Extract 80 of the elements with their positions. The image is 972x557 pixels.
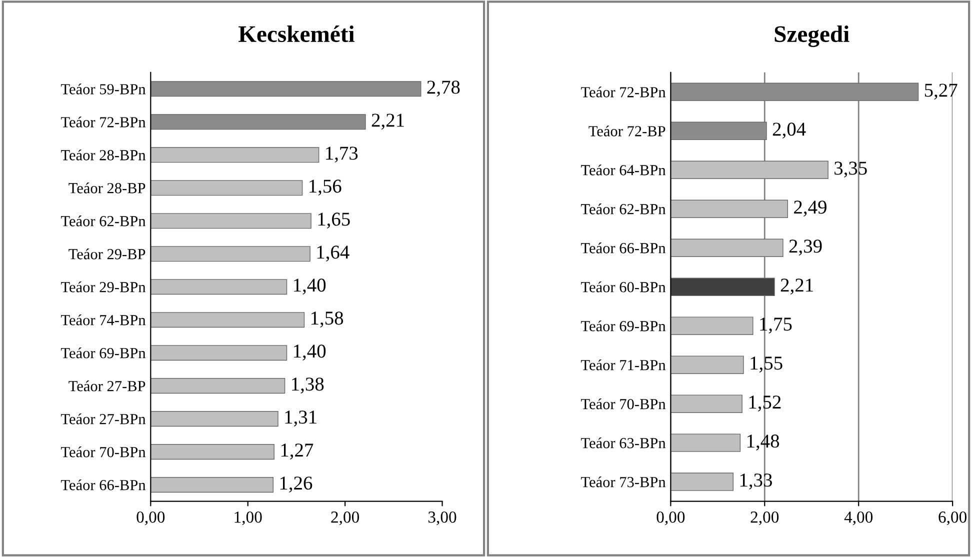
data-label: 1,65 [318, 212, 350, 229]
bar [150, 345, 288, 361]
data-label: 1,40 [294, 344, 326, 361]
data-label: 1,33 [740, 474, 772, 490]
data-label: 5,27 [924, 84, 958, 100]
data-label: 2,21 [780, 278, 813, 295]
data-label: 1,40 [294, 278, 326, 295]
data-label: 1,38 [292, 378, 324, 394]
bar [150, 246, 310, 262]
bar [150, 114, 366, 130]
y-tick-label: Teáor 69-BPn [581, 320, 666, 332]
data-label: 2,49 [794, 200, 826, 217]
y-tick-label: Teáor 62-BPn [61, 216, 146, 226]
bar [670, 394, 742, 413]
x-tick-label: 2,00 [331, 512, 360, 526]
y-tick-label: Teáor 66-BPn [61, 479, 146, 490]
x-tick-label: 0,00 [136, 512, 165, 526]
data-label: 2,21 [372, 114, 404, 130]
data-label: 2,78 [427, 80, 460, 97]
x-tick-label: 0,00 [656, 512, 685, 526]
bar [670, 356, 744, 374]
data-label: 1,64 [317, 246, 350, 262]
y-tick-label: Teáor 28-BP [68, 182, 146, 194]
chart-title: Kecskeméti [238, 25, 354, 42]
data-label: 2,04 [772, 122, 806, 139]
bar [670, 238, 784, 257]
y-tick-label: Teáor 70-BPn [581, 398, 666, 410]
x-tick-label: 1,00 [234, 512, 262, 526]
y-tick-label: Teáor 64-BPn [581, 164, 666, 176]
y-tick-label: Teáor 63-BPn [581, 437, 666, 448]
data-label: 1,73 [326, 146, 358, 163]
data-label: 1,58 [312, 312, 344, 328]
bar [670, 160, 828, 180]
bar [150, 444, 274, 460]
data-label: 2,39 [789, 240, 822, 256]
data-label: 1,26 [280, 476, 312, 492]
y-tick-label: Teáor 71-BPn [581, 360, 666, 370]
bar [150, 411, 278, 427]
bar [150, 477, 274, 493]
data-label: 1,52 [749, 396, 781, 412]
data-label: 1,48 [747, 434, 780, 450]
bar [670, 316, 754, 335]
chart-title: Szegedi [774, 25, 850, 48]
x-tick-label: 2,00 [750, 512, 779, 526]
y-tick-label: Teáor 27-BP [68, 380, 146, 392]
y-tick-label: Teáor 73-BPn [581, 476, 666, 488]
x-tick-label: 6,00 [938, 512, 967, 526]
x-tick-label: 3,00 [428, 512, 456, 526]
data-label: 1,56 [310, 180, 342, 196]
y-tick-label: Teáor 27-BPn [61, 414, 146, 424]
y-tick-label: Teáor 29-BP [68, 248, 146, 260]
y-tick-label: Teáor 28-BPn [61, 150, 146, 160]
bar [150, 279, 288, 295]
data-label: 1,31 [285, 410, 316, 426]
bar [150, 180, 303, 196]
y-tick-label: Teáor 74-BPn [61, 314, 146, 326]
data-label: 1,75 [760, 318, 792, 334]
y-tick-label: Teáor 62-BPn [581, 204, 666, 214]
data-label: 3,35 [834, 162, 867, 178]
y-tick-label: Teáor 66-BPn [581, 242, 666, 254]
y-tick-label: Teáor 59-BPn [61, 84, 146, 94]
bar [670, 200, 788, 218]
y-tick-label: Teáor 70-BPn [61, 446, 146, 458]
bar [150, 312, 305, 328]
bar [670, 472, 734, 491]
bar [150, 147, 320, 163]
bar [150, 213, 312, 229]
data-label: 1,27 [281, 444, 314, 460]
y-tick-label: Teáor 72-BPn [581, 86, 666, 98]
data-label: 1,55 [750, 356, 782, 372]
bar [150, 81, 422, 97]
bar [670, 278, 775, 296]
bar [670, 434, 741, 452]
y-tick-label: Teáor 72-BP [588, 126, 666, 136]
y-tick-label: Teáor 69-BPn [61, 348, 146, 358]
y-tick-label: Teáor 72-BPn [61, 116, 146, 128]
bar [150, 378, 286, 394]
x-tick-label: 4,00 [844, 512, 873, 526]
y-tick-label: Teáor 29-BPn [61, 282, 146, 292]
y-tick-label: Teáor 60-BPn [581, 282, 666, 292]
